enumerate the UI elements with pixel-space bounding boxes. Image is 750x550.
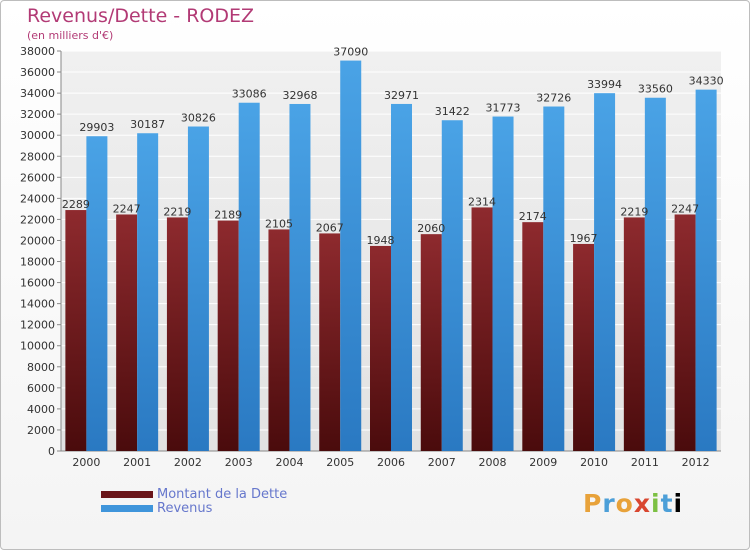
x-tick-label: 2008 xyxy=(479,456,507,469)
data-label-dette-2010: 1967 xyxy=(570,232,598,245)
y-tick-label: 34000 xyxy=(20,87,55,100)
data-label-revenus-2008: 31773 xyxy=(486,102,521,115)
y-tick-label: 22000 xyxy=(20,213,55,226)
data-label-revenus-2001: 30187 xyxy=(130,118,165,131)
legend-label-debt: Montant de la Dette xyxy=(157,486,288,502)
y-tick-label: 26000 xyxy=(20,171,55,184)
y-tick-label: 14000 xyxy=(20,298,55,311)
bar-revenus-2006 xyxy=(391,103,412,452)
y-tick-label: 8000 xyxy=(27,361,55,374)
data-label-dette-2006: 1948 xyxy=(367,234,395,247)
y-tick-label: 20000 xyxy=(20,234,55,247)
bar-dette-2007 xyxy=(420,234,442,451)
legend-swatch-revenus xyxy=(101,504,153,512)
data-label-dette-2005: 2067 xyxy=(316,221,344,234)
legend-item-debt: Montant de la Dette xyxy=(101,486,288,502)
legend-swatch-debt xyxy=(101,490,153,498)
y-tick-label: 10000 xyxy=(20,340,55,353)
bar-revenus-2008 xyxy=(492,116,514,452)
bar-revenus-2007 xyxy=(441,120,463,452)
x-tick-label: 2000 xyxy=(72,456,100,469)
bar-revenus-2009 xyxy=(543,106,565,451)
data-label-revenus-2007: 31422 xyxy=(435,105,470,118)
data-label-revenus-2003: 33086 xyxy=(232,88,267,101)
bar-revenus-2002 xyxy=(187,126,209,451)
bar-dette-2011 xyxy=(623,217,645,451)
x-tick-label: 2009 xyxy=(529,456,557,469)
x-tick-label: 2005 xyxy=(326,456,354,469)
data-label-revenus-2012: 34330 xyxy=(689,75,724,88)
data-label-revenus-2010: 33994 xyxy=(587,78,622,91)
bar-dette-2003 xyxy=(217,220,239,451)
y-tick-label: 18000 xyxy=(20,256,55,269)
x-tick-label: 2010 xyxy=(580,456,608,469)
x-tick-label: 2006 xyxy=(377,456,405,469)
legend: Montant de la Dette Revenus xyxy=(101,486,288,516)
y-tick-label: 36000 xyxy=(20,66,55,79)
y-tick-label: 38000 xyxy=(20,45,55,58)
data-label-dette-2011: 2219 xyxy=(620,205,648,218)
x-tick-label: 2012 xyxy=(682,456,710,469)
y-tick-label: 12000 xyxy=(20,319,55,332)
y-tick-label: 28000 xyxy=(20,150,55,163)
bar-revenus-2012 xyxy=(695,89,717,451)
bar-revenus-2001 xyxy=(137,133,159,451)
data-label-revenus-2000: 29903 xyxy=(79,121,114,134)
y-tick-label: 16000 xyxy=(20,277,55,290)
y-tick-label: 30000 xyxy=(20,129,55,142)
bar-dette-2012 xyxy=(674,214,696,451)
legend-label-revenus: Revenus xyxy=(157,500,213,516)
bar-dette-2006 xyxy=(370,245,391,451)
data-label-revenus-2009: 32726 xyxy=(536,92,571,105)
bar-revenus-2011 xyxy=(644,97,666,451)
x-tick-label: 2003 xyxy=(225,456,253,469)
y-tick-label: 4000 xyxy=(27,403,55,416)
x-tick-label: 2007 xyxy=(428,456,456,469)
data-label-dette-2008: 2314 xyxy=(468,195,496,208)
bar-dette-2002 xyxy=(166,217,188,451)
bar-dette-2009 xyxy=(522,222,544,451)
bar-revenus-2004 xyxy=(289,103,311,452)
data-label-dette-2007: 2060 xyxy=(417,222,445,235)
chart-title: Revenus/Dette - RODEZ xyxy=(27,5,255,27)
legend-item-revenus: Revenus xyxy=(101,500,287,516)
proxiti-logo: Proxiti xyxy=(583,489,684,518)
bar-dette-2008 xyxy=(471,207,493,451)
data-label-dette-2002: 2219 xyxy=(163,205,191,218)
data-label-dette-2004: 2105 xyxy=(265,217,293,230)
bar-dette-2010 xyxy=(573,243,595,451)
data-label-dette-2012: 2247 xyxy=(671,202,699,215)
data-label-revenus-2004: 32968 xyxy=(282,89,317,102)
bar-dette-2001 xyxy=(116,214,138,451)
y-tick-label: 24000 xyxy=(20,192,55,205)
y-tick-label: 0 xyxy=(48,445,55,458)
data-label-dette-2000: 2289 xyxy=(62,198,90,211)
y-tick-label: 2000 xyxy=(27,424,55,437)
bar-dette-2004 xyxy=(268,229,290,451)
bar-revenus-2005 xyxy=(340,60,362,451)
y-tick-label: 32000 xyxy=(20,108,55,121)
data-label-revenus-2002: 30826 xyxy=(181,112,216,125)
y-tick-label: 6000 xyxy=(27,382,55,395)
data-label-revenus-2011: 33560 xyxy=(638,83,673,96)
data-label-dette-2003: 2189 xyxy=(214,209,242,222)
data-label-dette-2001: 2247 xyxy=(113,202,141,215)
bar-revenus-2010 xyxy=(594,93,616,451)
data-label-revenus-2005: 37090 xyxy=(333,46,368,59)
bar-revenus-2000 xyxy=(86,136,108,452)
data-label-revenus-2006: 32971 xyxy=(384,89,419,102)
x-tick-label: 2011 xyxy=(631,456,659,469)
data-label-dette-2009: 2174 xyxy=(519,210,547,223)
x-tick-label: 2004 xyxy=(275,456,303,469)
bar-revenus-2003 xyxy=(238,102,260,451)
x-tick-label: 2001 xyxy=(123,456,151,469)
x-tick-label: 2002 xyxy=(174,456,202,469)
chart-subtitle: (en milliers d'€) xyxy=(27,29,114,42)
bar-dette-2000 xyxy=(65,210,87,451)
bar-dette-2005 xyxy=(319,233,341,451)
